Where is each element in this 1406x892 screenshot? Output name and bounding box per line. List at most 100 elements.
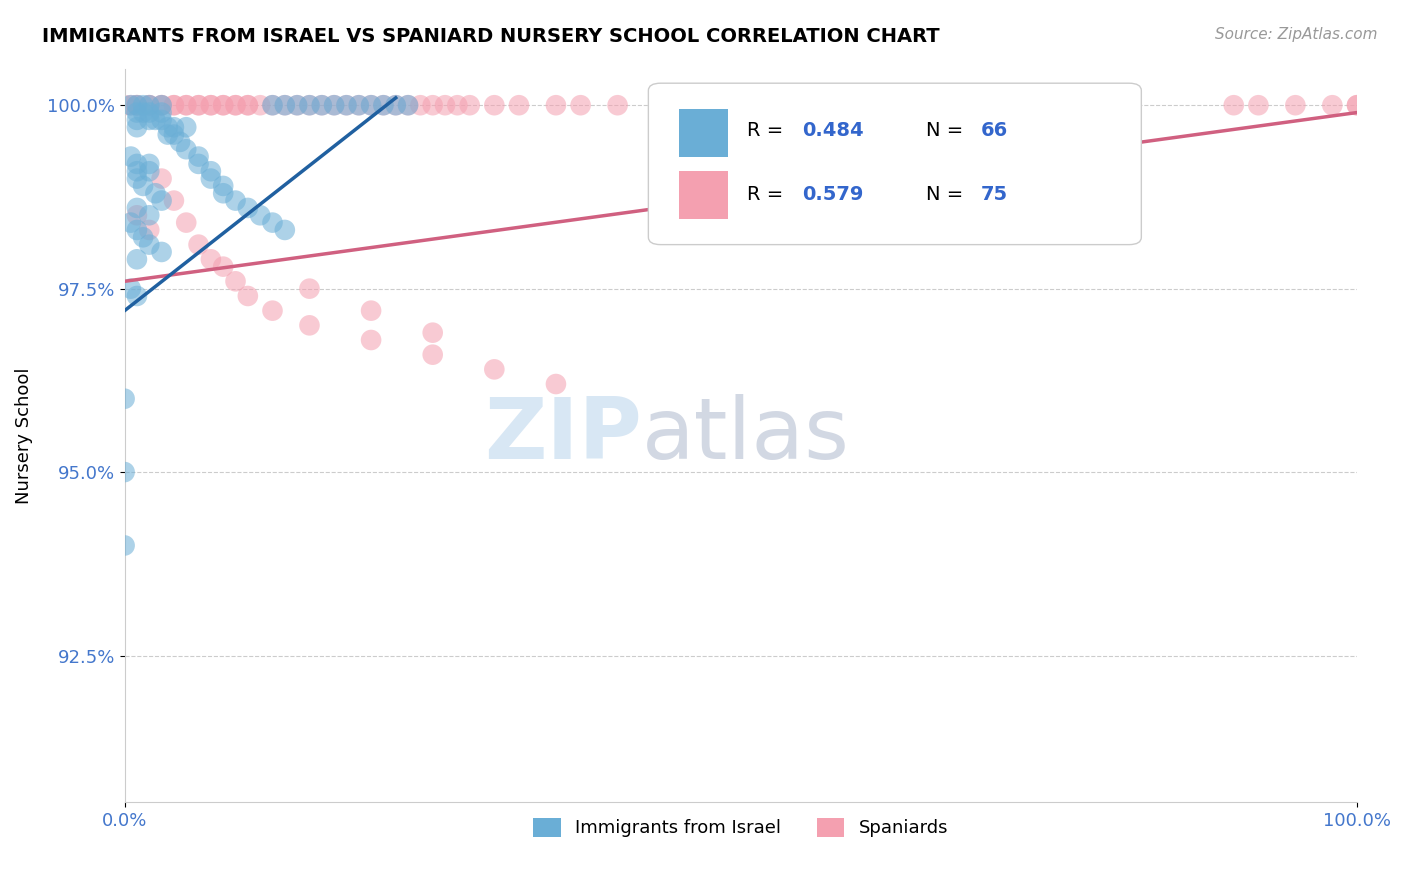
Point [174,98,197,112]
Point [373,98,395,112]
Point [1099,98,1122,112]
Point [150,112,173,127]
Point [508,98,530,112]
Text: Source: ZipAtlas.com: Source: ZipAtlas.com [1215,27,1378,42]
Point [212,186,235,201]
Point [132,230,155,244]
Bar [679,171,728,219]
Point [422,98,444,112]
Point [853,98,876,112]
Point [200,98,222,112]
Point [200,164,222,178]
Point [236,98,259,112]
Point [298,318,321,333]
Point [422,348,444,362]
Point [114,98,136,112]
Point [125,171,148,186]
Text: N =: N = [925,121,969,140]
Point [212,178,235,193]
Point [384,98,406,112]
Point [125,98,148,112]
Point [484,98,506,112]
Point [434,98,457,112]
Point [384,98,406,112]
Point [138,237,160,252]
Text: R =: R = [747,186,789,204]
Bar [679,109,728,157]
Point [150,171,173,186]
Point [274,98,297,112]
Point [396,98,419,112]
Point [360,333,382,347]
Point [187,157,209,171]
Point [125,208,148,222]
Point [225,98,247,112]
Point [120,98,142,112]
Point [125,157,148,171]
Point [150,98,173,112]
Point [1284,98,1306,112]
Point [150,98,173,112]
FancyBboxPatch shape [648,83,1142,244]
Point [145,186,167,201]
Point [125,98,148,112]
Point [335,98,357,112]
Point [285,98,308,112]
Y-axis label: Nursery School: Nursery School [15,368,32,504]
Point [323,98,346,112]
Point [150,194,173,208]
Point [138,98,160,112]
Point [976,98,998,112]
Point [1346,98,1368,112]
Point [200,171,222,186]
Point [163,98,186,112]
Point [544,98,567,112]
Point [335,98,357,112]
Point [249,208,271,222]
Point [249,98,271,112]
Text: 66: 66 [981,121,1008,140]
Point [544,377,567,392]
Point [298,98,321,112]
Point [174,142,197,156]
Point [150,98,173,112]
Point [132,105,155,120]
Point [298,282,321,296]
Text: 0.579: 0.579 [803,186,863,204]
Point [285,98,308,112]
Text: R =: R = [747,121,789,140]
Point [236,201,259,215]
Text: 75: 75 [981,186,1008,204]
Point [120,98,142,112]
Point [484,362,506,376]
Point [156,120,179,135]
Point [212,260,235,274]
Point [163,98,186,112]
Point [125,252,148,267]
Point [163,194,186,208]
Point [262,303,284,318]
Point [262,216,284,230]
Text: ZIP: ZIP [485,394,643,477]
Point [569,98,592,112]
Point [347,98,370,112]
Point [347,98,370,112]
Point [125,98,148,112]
Point [225,194,247,208]
Point [396,98,419,112]
Point [125,164,148,178]
Point [360,303,382,318]
Point [274,223,297,237]
Point [138,223,160,237]
Point [187,237,209,252]
Text: N =: N = [925,186,969,204]
Point [730,98,752,112]
Point [200,98,222,112]
Point [138,105,160,120]
Point [262,98,284,112]
Point [150,244,173,259]
Point [458,98,481,112]
Text: IMMIGRANTS FROM ISRAEL VS SPANIARD NURSERY SCHOOL CORRELATION CHART: IMMIGRANTS FROM ISRAEL VS SPANIARD NURSE… [42,27,939,45]
Point [138,157,160,171]
Point [150,105,173,120]
